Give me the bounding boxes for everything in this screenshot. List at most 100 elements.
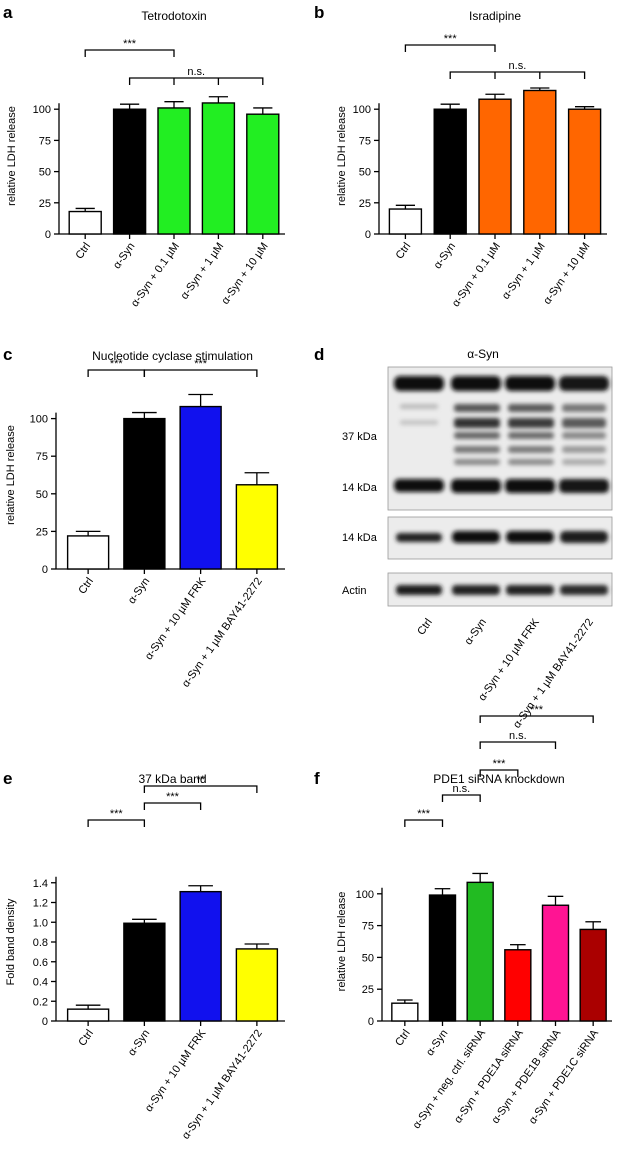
chart-isradipine: Isradipine 0 25 50 75 100 relative LDH release… [336,9,607,309]
y-tick-label: 0.8 [33,937,48,949]
panel-letter-b: b [314,3,324,22]
y-tick-label: 75 [39,135,51,147]
blot-lane-frk: α-Syn + 10 µM FRK [476,616,542,703]
significance-label: n.s. [452,783,470,795]
significance-bracket [449,71,586,79]
y-axis-label: Fold band density [5,898,17,985]
blot-label-14kda-second: 14 kDa [342,532,378,544]
x-tick-label-syn-10-m: α-Syn + 10 µM [541,241,592,307]
y-tick-label: 1.0 [33,917,48,929]
significance-bracket [479,715,594,723]
bar-syn-10-m [246,113,280,235]
x-tick-label-syn: α-Syn [432,241,458,272]
y-axis-label: relative LDH release [336,106,348,206]
x-tick-label-syn-pde1b-sirna: α-Syn + PDE1B siRNA [489,1027,563,1126]
significance-label: n.s. [187,66,205,78]
y-tick-label: 25 [36,526,48,538]
chart-title: Nucleotide cyclase stimulation [92,349,253,363]
panel-letter-c: c [3,345,12,364]
significance-label: *** [194,358,208,370]
bar-syn [123,922,166,1022]
y-tick-label: 0.2 [33,996,48,1008]
significance-bracket [143,802,202,810]
y-axis-label: relative LDH release [336,892,348,992]
significance-bracket [143,369,258,377]
chart-title: PDE1 siRNA knockdown [433,772,564,786]
blot-label-actin: Actin [342,585,366,597]
bar-syn-pde1a-sirna [504,949,532,1022]
panel-letter-e: e [3,769,12,788]
y-tick-label: 25 [362,984,374,996]
y-tick-label: 0 [42,564,48,576]
x-tick-label-syn-1-m: α-Syn + 1 µM [500,241,548,302]
significance-label: n.s. [509,730,527,742]
x-tick-label-ctrl: Ctrl [76,576,96,597]
x-tick-label-ctrl: Ctrl [394,241,414,262]
y-tick-label: 100 [353,104,371,116]
bar-syn-10-m [567,108,602,235]
y-tick-label: 50 [36,489,48,501]
significance-label: *** [444,33,458,45]
blot-label-37kda: 37 kDa [342,431,378,443]
y-tick-label: 0.6 [33,957,48,969]
chart-title: Isradipine [469,9,521,23]
y-tick-label: 75 [362,921,374,933]
y-tick-label: 50 [359,167,371,179]
bar-syn-1-m-bay41-2272 [235,484,279,570]
y-tick-label: 0 [365,229,371,241]
bar-ctrl [68,210,102,235]
y-tick-label: 1.4 [33,878,48,890]
y-tick-label: 75 [359,135,371,147]
significance-label: *** [110,808,124,820]
significance-label: *** [110,358,124,370]
significance-label: *** [123,38,137,50]
y-tick-label: 25 [39,198,51,210]
x-tick-label-syn-10-m-frk: α-Syn + 10 µM FRK [143,575,209,662]
significance-bracket [441,794,481,802]
x-tick-label-syn: α-Syn [126,1028,152,1059]
bar-syn-1-m [523,89,557,235]
significance-bracket [87,369,146,377]
significance-bracket [128,77,264,85]
x-tick-label-syn-neg-ctrl-sirna: α-Syn + neg. ctrl. siRNA [411,1027,489,1131]
y-tick-label: 1.2 [33,898,48,910]
significance-bracket [143,785,258,793]
significance-label: *** [417,808,431,820]
x-tick-label-ctrl: Ctrl [393,1028,413,1049]
x-tick-label-ctrl: Ctrl [73,241,93,262]
x-tick-label-syn-1-m: α-Syn + 1 µM [179,241,227,302]
y-tick-label: 100 [30,414,48,426]
x-tick-label-syn: α-Syn [424,1028,450,1059]
significance-label: *** [493,758,507,770]
significance-bracket [479,741,557,749]
significance-label: ** [196,774,205,786]
significance-bracket [84,49,175,57]
x-tick-label-syn-10-m: α-Syn + 10 µM [219,241,270,307]
significance-bracket [404,44,496,52]
bar-ctrl [391,1002,419,1022]
significance-bracket [479,769,519,777]
x-tick-label-syn-0-1-m: α-Syn + 0.1 µM [450,241,503,310]
bar-syn-pde1c-sirna [579,928,607,1022]
significance-bracket [404,819,444,827]
blot-label-14kda: 14 kDa [342,482,378,494]
x-tick-label-syn: α-Syn [111,241,137,272]
y-tick-label: 50 [39,167,51,179]
y-tick-label: 25 [359,198,371,210]
bar-syn-0-1-m [157,107,191,235]
y-tick-label: 0 [45,229,51,241]
bar-syn-10-m-frk [179,890,222,1022]
y-tick-label: 75 [36,451,48,463]
bar-syn-1-m-bay41-2272 [235,948,279,1022]
bar-syn [123,417,166,570]
chart-tetrodotoxin: Tetrodotoxin 0 25 50 75 100 relative LDH relea… [6,9,285,309]
y-axis-label: relative LDH release [5,425,17,525]
y-tick-label: 50 [362,952,374,964]
x-tick-label-syn-0-1-m: α-Syn + 0.1 µM [129,241,182,310]
chart-pde1-knockdown: PDE1 siRNA knockdown 0 25 50 75 100 relative L… [336,704,612,1131]
chart-nucleotide-cyclase: Nucleotide cyclase stimulation 0 25 50 75 100… [5,349,285,690]
panel-letter-d: d [314,345,324,364]
chart-37kda-band: 37 kDa band 0 0.2 0.4 0.6 0.8 1.0 1.2 1.4 Fold ba… [5,772,285,1142]
bar-ctrl [66,1008,110,1022]
y-tick-label: 0 [42,1016,48,1028]
